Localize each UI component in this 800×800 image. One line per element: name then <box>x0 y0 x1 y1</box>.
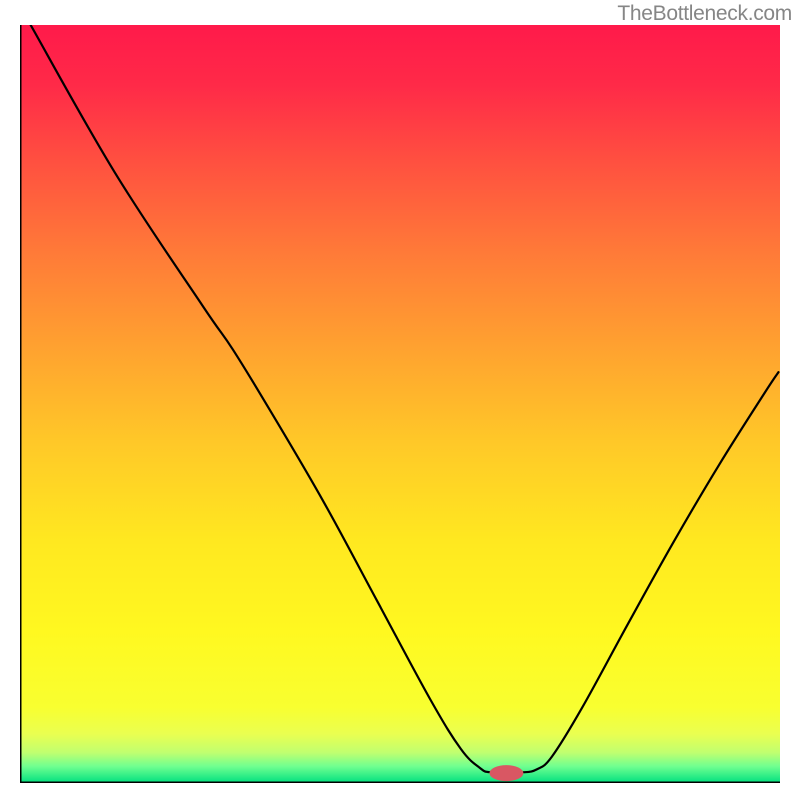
watermark-text: TheBottleneck.com <box>617 2 792 26</box>
chart-svg <box>20 25 780 783</box>
chart-background <box>20 25 780 783</box>
optimal-marker <box>489 765 523 781</box>
bottleneck-chart <box>20 25 780 783</box>
